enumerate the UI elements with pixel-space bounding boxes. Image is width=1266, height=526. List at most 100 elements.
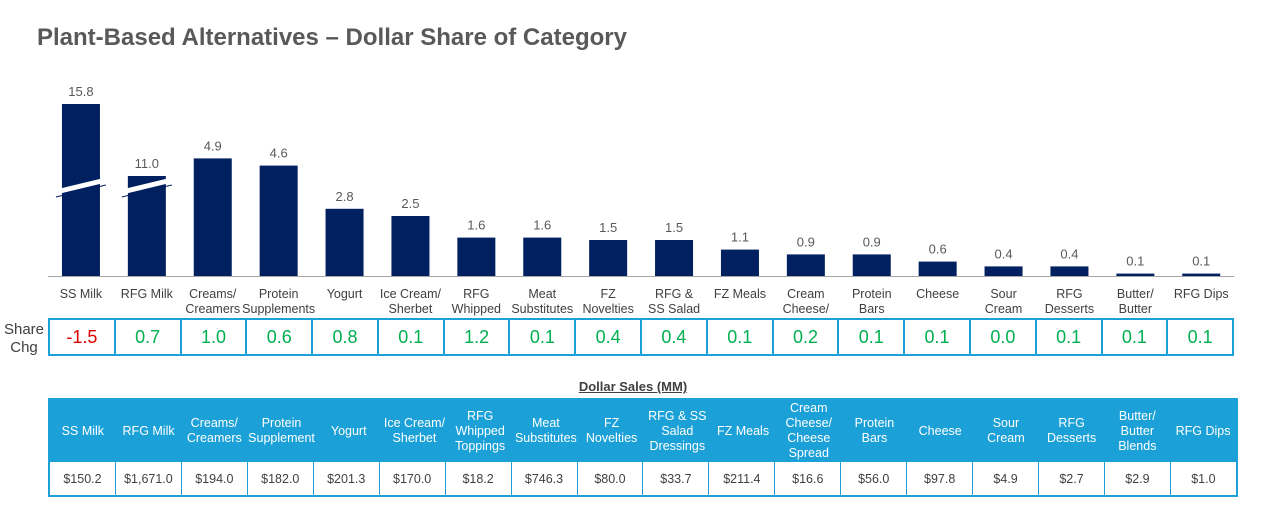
bar bbox=[523, 237, 562, 276]
data-label: 0.6 bbox=[929, 242, 947, 257]
dollar-sales-value-cell: $182.0 bbox=[248, 462, 314, 495]
dollar-sales-value-cell: $56.0 bbox=[841, 462, 908, 495]
bar bbox=[720, 249, 759, 276]
dollar-sales-value-cell: $211.4 bbox=[709, 462, 776, 495]
share-chg-cell: 1.2 bbox=[445, 320, 511, 354]
bar bbox=[589, 240, 628, 276]
dollar-sales-title: Dollar Sales (MM) bbox=[578, 379, 688, 394]
data-label: 1.5 bbox=[665, 220, 683, 235]
data-label: 4.9 bbox=[204, 138, 222, 153]
dollar-sales-value-cell: $18.2 bbox=[446, 462, 512, 495]
category-label: SS Milk bbox=[60, 287, 103, 301]
data-label: 1.1 bbox=[731, 230, 749, 245]
dollar-sales-value-cell: $201.3 bbox=[314, 462, 380, 495]
data-label: 0.9 bbox=[797, 234, 815, 249]
category-label: Butter/Butter bbox=[1117, 287, 1154, 316]
share-chg-cell: 0.1 bbox=[1187, 326, 1213, 347]
dollar-sales-value-cell: $170.0 bbox=[380, 462, 446, 495]
bar bbox=[786, 254, 825, 276]
bar bbox=[1050, 266, 1089, 276]
dollar-sales-header-cell: Ice Cream/ Sherbet bbox=[383, 416, 445, 445]
dollar-sales-header-cell: Meat Substitutes bbox=[514, 416, 577, 445]
dollar-sales-header-cell: RFG Milk bbox=[122, 423, 175, 438]
dollar-sales-header-row: SS Milk RFG Milk Creams/ Creamers Protein S… bbox=[50, 400, 1236, 462]
bar bbox=[852, 254, 891, 276]
category-label: Protein Bars bbox=[852, 287, 892, 316]
data-label: 0.4 bbox=[995, 246, 1013, 261]
data-label: 0.1 bbox=[1126, 254, 1144, 269]
dollar-sales-header-cell: Yogurt bbox=[330, 423, 367, 438]
category-label: Sour Cream bbox=[985, 287, 1023, 316]
category-label: RFG Desserts bbox=[1045, 287, 1094, 316]
dollar-sales-header-cell: Sour Cream bbox=[987, 416, 1025, 445]
axis-break-mark bbox=[121, 177, 173, 195]
dollar-sales-table: SS Milk RFG Milk Creams/ Creamers Protein S… bbox=[48, 398, 1238, 497]
data-label: 0.4 bbox=[1060, 246, 1078, 261]
category-label: Protein Supplements bbox=[242, 287, 315, 316]
dollar-sales-value-cell: $80.0 bbox=[578, 462, 644, 495]
data-label: 1.6 bbox=[533, 218, 551, 233]
category-label: Ice Cream/Sherbet bbox=[380, 287, 442, 316]
dollar-sales-value-row: $150.2 $1,671.0 $194.0 $182.0 $201.3 $170.0 $1… bbox=[50, 462, 1236, 495]
dollar-sales-value-cell: $150.2 bbox=[50, 462, 116, 495]
dollar-sales-value-cell: $194.0 bbox=[182, 462, 248, 495]
axis-break-mark bbox=[55, 177, 107, 195]
share-chg-cell: -1.5 bbox=[50, 320, 116, 354]
dollar-sales-header-cell: FZ Novelties bbox=[585, 416, 638, 445]
dollar-sales-value-cell: $746.3 bbox=[512, 462, 578, 495]
share-chg-cell: 0.2 bbox=[774, 320, 840, 354]
category-label: Yogurt bbox=[327, 287, 363, 301]
dollar-sales-value-cell: $4.9 bbox=[973, 462, 1040, 495]
dollar-sales-header-cell: RFG Whipped Toppings bbox=[455, 408, 506, 453]
chart-title: Plant-Based Alternatives – Dollar Share … bbox=[37, 24, 627, 51]
share-chg-cell: 0.7 bbox=[116, 320, 182, 354]
category-label: Meat Substitutes bbox=[511, 287, 573, 316]
dollar-sales-header-cell: SS Milk bbox=[61, 423, 105, 438]
share-chg-cell: 0.1 bbox=[905, 320, 971, 354]
dollar-sales-value-cell: $33.7 bbox=[643, 462, 710, 495]
axis-break-edge bbox=[121, 184, 172, 198]
share-chg-cell: 0.6 bbox=[247, 320, 314, 354]
dollar-sales-value-cell: $2.7 bbox=[1039, 462, 1105, 495]
data-label: 0.1 bbox=[1192, 254, 1210, 269]
dollar-sales-header-cell: Cream Cheese/ Cheese Spread bbox=[785, 401, 833, 460]
share-chg-cell: 0.1 bbox=[1037, 320, 1103, 354]
dollar-sales-value-cell: $16.6 bbox=[775, 462, 842, 495]
data-label: 2.8 bbox=[336, 189, 354, 204]
dollar-sales-header-cell: RFG & SS Salad Dressings bbox=[648, 408, 707, 453]
dollar-sales-header-cell: Butter/ Butter Blends bbox=[1118, 408, 1157, 453]
bar bbox=[655, 240, 694, 276]
data-label: 15.8 bbox=[68, 84, 93, 99]
share-chg-cell: 0.1 bbox=[379, 320, 445, 354]
data-label: 2.5 bbox=[401, 196, 419, 211]
category-label: Cheese bbox=[916, 287, 959, 301]
share-chg-cell: 0.8 bbox=[313, 320, 379, 354]
dollar-sales-value-cell: $97.8 bbox=[907, 462, 974, 495]
dollar-sales-value-cell: $1.0 bbox=[1191, 471, 1216, 486]
bar bbox=[984, 266, 1023, 276]
dollar-sales-value-cell: $2.9 bbox=[1105, 462, 1171, 495]
category-label: RFG Whipped bbox=[452, 287, 501, 316]
bar bbox=[1182, 273, 1221, 276]
share-chg-cell: 0.1 bbox=[1103, 320, 1169, 354]
data-label: 1.5 bbox=[599, 220, 617, 235]
share-chg-cell: 0.4 bbox=[576, 320, 643, 354]
bar bbox=[325, 208, 364, 276]
share-chg-cell: 0.0 bbox=[971, 320, 1037, 354]
category-label: Cream Cheese/ bbox=[783, 287, 830, 316]
category-label: FZ Meals bbox=[714, 287, 766, 301]
dollar-sales-header-cell: Protein Supplement bbox=[248, 416, 315, 445]
share-chg-table: -1.5 0.7 1.0 0.6 0.8 0.1 1.2 0.1 0.4 0.4 0.1 0.2 0.1… bbox=[48, 318, 1234, 356]
bar bbox=[193, 158, 232, 276]
share-chg-cell: 0.1 bbox=[510, 320, 577, 354]
data-label: 1.6 bbox=[467, 218, 485, 233]
dollar-sales-header-cell: Protein Bars bbox=[854, 416, 895, 445]
category-label: RFG & SS Salad bbox=[648, 287, 700, 316]
axis-break-edge bbox=[55, 184, 107, 198]
bar bbox=[391, 216, 430, 276]
dollar-sales-value-cell: $1,671.0 bbox=[116, 462, 182, 495]
share-chg-cell: 1.0 bbox=[182, 320, 248, 354]
bar bbox=[918, 261, 957, 276]
category-label: Creams/Creamers bbox=[185, 287, 240, 316]
dollar-sales-header-cell: RFG Desserts bbox=[1046, 416, 1097, 445]
